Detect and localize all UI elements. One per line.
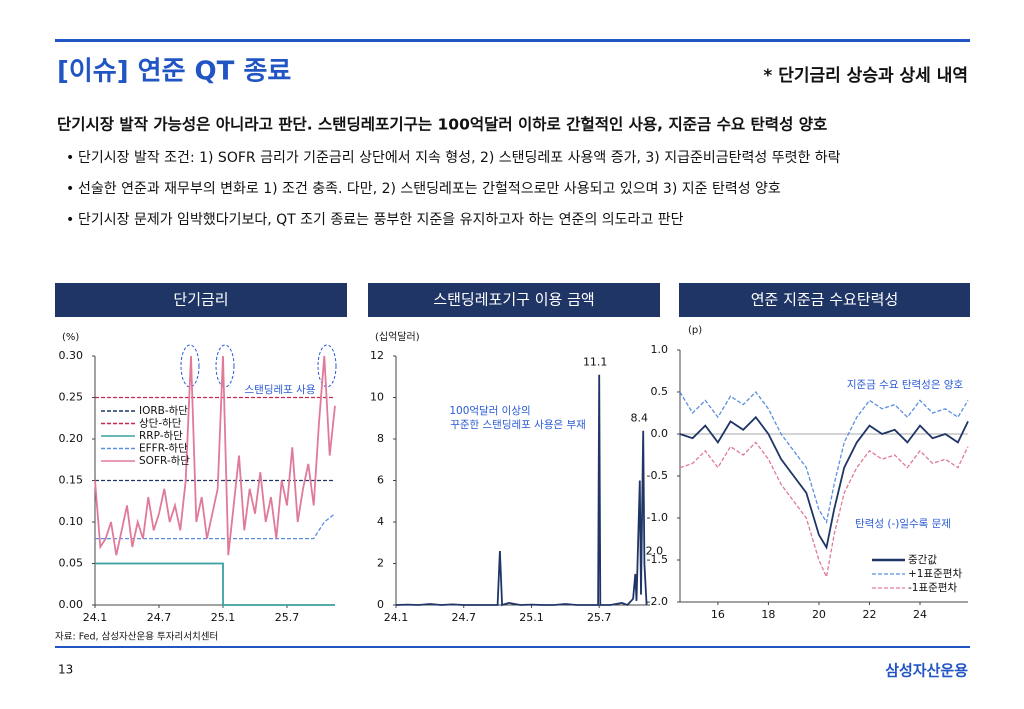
x-tick-label: 25.1 <box>519 611 544 624</box>
slide-subtitle: * 단기금리 상승과 상세 내역 <box>763 66 968 86</box>
series-line <box>94 355 336 556</box>
x-tick-label: 24.1 <box>384 611 409 624</box>
x-tick-label: 18 <box>761 608 775 621</box>
top-rule <box>55 39 970 42</box>
y-tick-label: 0.30 <box>59 349 84 362</box>
bullet-dot: • <box>66 181 74 197</box>
y-tick-label: 0.05 <box>59 557 84 570</box>
y-tick-label: 6 <box>377 474 384 487</box>
y-tick-label: 0.15 <box>59 474 84 487</box>
y-tick-label: 1.0 <box>651 343 669 356</box>
series-line <box>679 391 969 524</box>
y-tick-label: 0.0 <box>651 427 669 440</box>
x-tick-label: 25.7 <box>275 611 300 624</box>
y-axis-label: (십억달러) <box>375 331 420 343</box>
slide-title: [이슈] 연준 QT 종료 <box>57 57 291 87</box>
x-tick-label: 24.7 <box>451 611 476 624</box>
y-axis-label: (p) <box>688 325 702 336</box>
y-tick-label: 0.5 <box>651 385 669 398</box>
x-tick-label: 25.7 <box>587 611 612 624</box>
panel-title: 스탠딩레포기구 이용 금액 <box>433 291 594 309</box>
bullet: 선술한 연준과 재무부의 변화로 1) 조건 충족. 다만, 2) 스탠딩레포는… <box>78 181 781 197</box>
annotation: 스탠딩레포 사용 <box>245 384 316 396</box>
legend-label: +1표준편차 <box>908 567 962 580</box>
y-tick-label: -2.0 <box>647 595 668 608</box>
bullet-dot: • <box>66 212 74 228</box>
panel-header <box>55 283 347 317</box>
annotation: 꾸준한 스탠딩레포 사용은 부재 <box>450 419 586 431</box>
legend-label: -1표준편차 <box>908 581 957 594</box>
value-label: 11.1 <box>583 356 608 369</box>
y-tick-label: 0 <box>377 598 384 611</box>
source: 자료: Fed, 삼성자산운용 투자리서치센터 <box>55 631 218 643</box>
x-tick-label: 20 <box>812 608 826 621</box>
x-tick-label: 25.1 <box>211 611 236 624</box>
panel-header <box>368 283 660 317</box>
panel-title: 단기금리 <box>173 291 228 309</box>
brand: 삼성자산운용 <box>885 662 968 680</box>
legend-label: SOFR-하단 <box>139 454 190 467</box>
y-tick-label: 8 <box>377 432 384 445</box>
bullet-dot: • <box>66 150 74 166</box>
series-line <box>679 415 969 550</box>
panel-title: 연준 지준금 수요탄력성 <box>751 291 899 309</box>
legend-label: 중간값 <box>908 554 937 566</box>
x-tick-label: 16 <box>711 608 725 621</box>
headline: 단기시장 발작 가능성은 아니라고 판단. 스탠딩레포기구는 100억달러 이하… <box>57 115 827 134</box>
highlight-circle <box>180 344 200 388</box>
annotation: 탄력성 (-)일수록 문제 <box>855 517 951 530</box>
highlight-circle <box>317 344 337 388</box>
bullet: 단기시장 문제가 임박했다기보다, QT 조기 종료는 풍부한 지준을 유지하고… <box>78 212 684 228</box>
panel-header <box>679 283 970 317</box>
y-tick-label: -0.5 <box>647 469 668 482</box>
x-tick-label: 22 <box>862 608 876 621</box>
x-tick-label: 24.1 <box>83 611 108 624</box>
series-line <box>679 441 969 579</box>
y-tick-label: 4 <box>377 515 384 528</box>
y-tick-label: 0.25 <box>59 391 84 404</box>
highlight-circle <box>215 344 235 388</box>
value-label: 8.4 <box>630 412 648 425</box>
value-label: 2.0 <box>646 545 664 558</box>
annotation: 지준금 수요 탄력성은 양호 <box>847 379 964 391</box>
y-tick-label: 12 <box>370 349 384 362</box>
y-tick-label: 0.00 <box>59 598 84 611</box>
bullet: 단기시장 발작 조건: 1) SOFR 금리가 기준금리 상단에서 지속 형성,… <box>78 150 841 166</box>
y-axis-label: (%) <box>62 332 79 343</box>
legend-label: 상단-하단 <box>139 417 182 430</box>
y-tick-label: 10 <box>370 391 384 404</box>
y-tick-label: -1.5 <box>647 553 668 566</box>
legend-label: RRP-하단 <box>139 429 183 442</box>
y-tick-label: 0.20 <box>59 432 84 445</box>
annotation: 100억달러 이상의 <box>449 405 530 417</box>
legend-label: EFFR-하단 <box>139 442 188 455</box>
x-tick-label: 24.7 <box>147 611 172 624</box>
bottom-rule <box>55 646 970 648</box>
page-number: 13 <box>58 663 73 677</box>
series-line <box>395 374 648 607</box>
y-tick-label: 2 <box>377 557 384 570</box>
y-tick-label: -1.0 <box>647 511 668 524</box>
y-tick-label: 0.10 <box>59 515 84 528</box>
series-line <box>95 562 335 606</box>
x-tick-label: 24 <box>913 608 927 621</box>
series-line <box>95 513 336 540</box>
legend-label: IORB-하단 <box>139 404 188 417</box>
